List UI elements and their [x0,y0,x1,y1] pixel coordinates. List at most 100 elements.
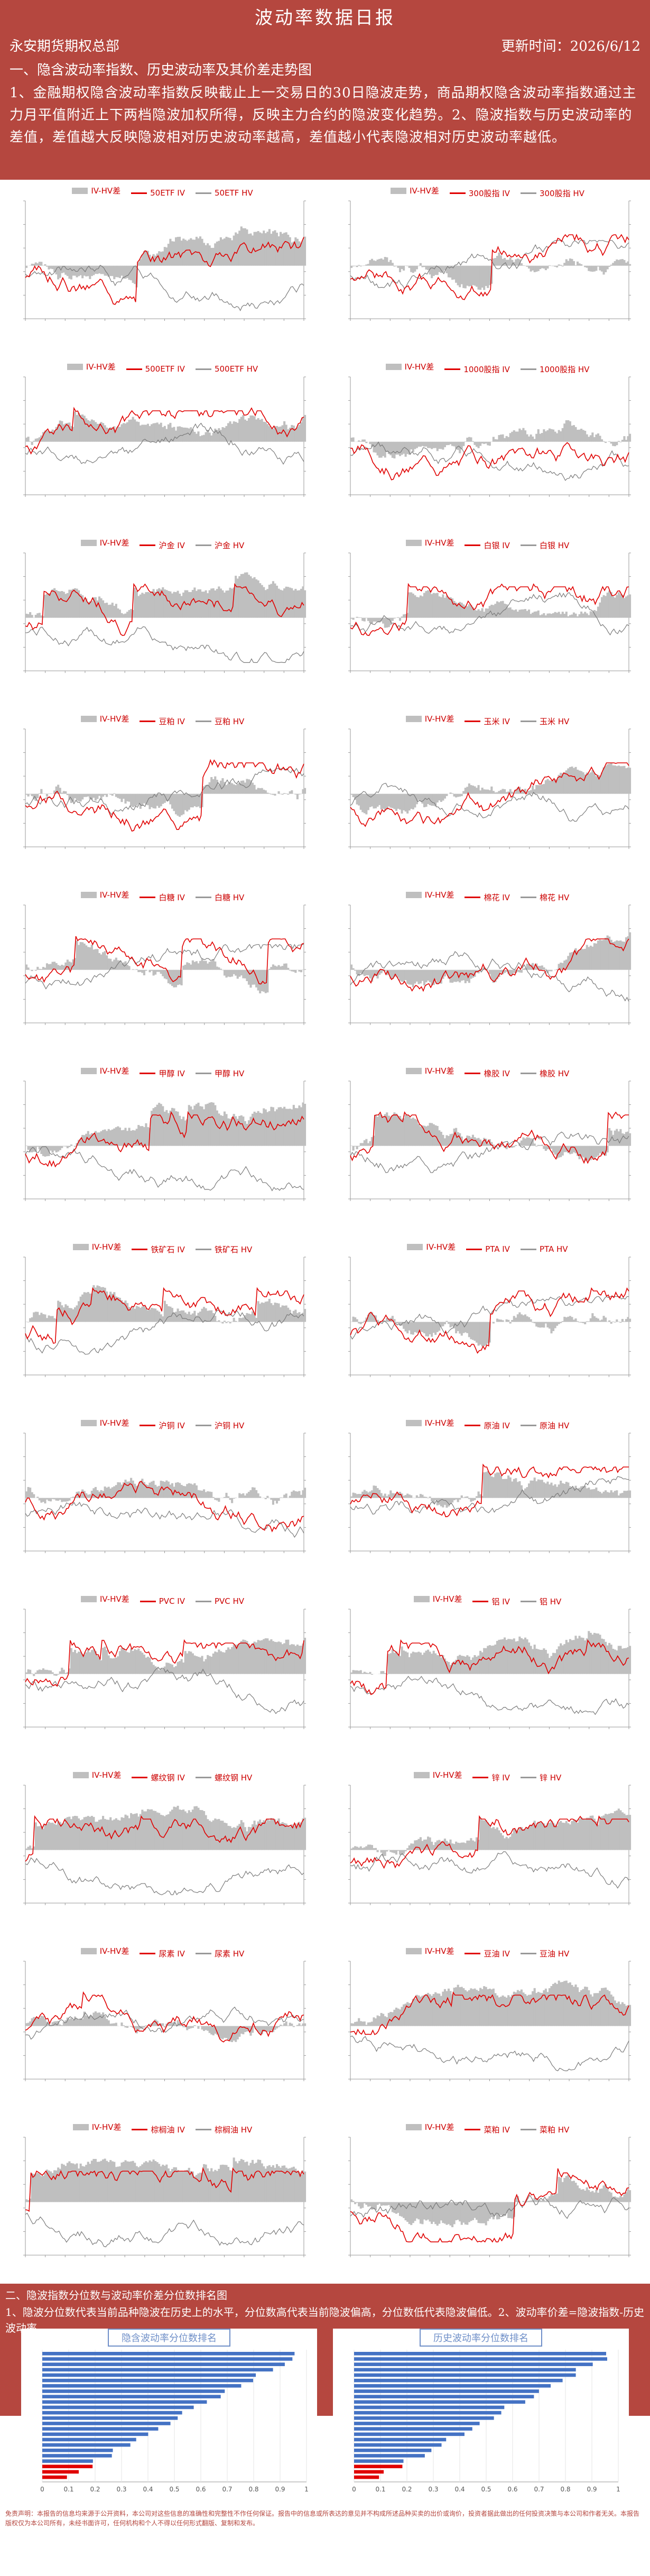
diff-bar [100,2014,103,2026]
diff-bar [470,1322,472,1340]
diff-bar [59,965,61,970]
diff-bar [552,1652,555,1674]
diff-bar [298,424,301,442]
diff-bar [530,1319,532,1322]
diff-bar [274,965,276,970]
diff-bar [221,427,224,442]
diff-bar [246,779,248,794]
diff-bar [87,602,89,618]
diff-bar [563,961,566,970]
diff-bar [300,422,303,442]
diff-bar [530,964,532,970]
legend-iv-label: 棉花 IV [484,892,510,902]
diff-bar [275,426,278,442]
diff-bar [304,1638,307,1674]
diff-bar [589,1994,592,2026]
diff-bar [558,1646,560,1674]
diff-bar [216,966,218,970]
diff-bar [541,432,543,442]
diff-bar [53,265,56,272]
diff-bar [552,1146,555,1153]
diff-bar [38,1498,41,1501]
legend-diff-label: IV-HV差 [424,1946,454,1956]
diff-bar [244,2162,246,2202]
diff-bar [113,2162,116,2202]
diff-bar [398,617,402,621]
diff-bar [471,607,475,618]
diff-bar [227,237,230,266]
diff-bar [427,970,430,981]
diff-bar [59,420,61,442]
diff-bar [266,424,269,442]
diff-bar [44,1824,47,1850]
diff-bar [499,1319,503,1322]
diff-bar [109,793,112,795]
diff-bar [169,2171,172,2202]
diff-bar [139,1814,142,1850]
diff-bar [612,2196,615,2202]
diff-bar [246,1313,248,1322]
diff-bar [511,610,514,618]
diff-bar [253,2163,256,2202]
diff-bar [247,575,250,618]
diff-bar [146,1656,150,1674]
diff-bar [414,595,416,618]
diff-bar [440,1996,442,2026]
diff-bar [49,793,52,794]
diff-bar [92,1133,95,1146]
diff-bar [606,1492,609,1498]
diff-bar [102,423,105,442]
chart-legend: IV-HV差 1000股指 IV 1000股指 HV [325,361,650,375]
diff-bar [612,263,615,266]
diff-bar [156,1812,159,1850]
diff-bar [599,265,601,271]
diff-bar [169,1484,172,1498]
diff-bar [438,1993,441,2026]
diff-bar [417,970,420,984]
diff-bar [177,1111,179,1146]
diff-bar [466,787,469,794]
diff-bar [384,1114,386,1146]
diff-bar [541,1480,543,1498]
legend-iv-label: 尿素 IV [159,1949,185,1959]
iv-line [350,938,629,992]
diff-bar [477,1491,480,1498]
diff-bar [111,2023,114,2026]
diff-bar [33,440,35,442]
diff-bar [221,239,224,266]
diff-bar [64,265,67,275]
diff-bar [623,598,626,618]
legend-iv-label: 原油 IV [484,1420,510,1430]
diff-bar [520,263,523,266]
diff-bar [436,1993,439,2026]
diff-bar [298,590,301,618]
diff-bar [470,785,472,794]
diff-bar [516,787,519,794]
diff-bar [498,1997,500,2026]
diff-bar [363,439,366,442]
diff-bar [563,1823,566,1850]
diff-bar [62,592,65,618]
diff-bar [398,1656,402,1674]
rank-bar [354,2459,404,2463]
diff-bar [109,1130,112,1146]
diff-bar [578,2188,581,2202]
diff-bar [511,791,514,794]
hv-line [350,951,629,1002]
diff-bar [496,601,498,618]
diff-bar [561,2182,564,2202]
section-two-title: 二、隐波指数分位数与波动率价差分位数排名图 [5,2289,227,2302]
diff-bar [565,1821,568,1850]
diff-bar [275,966,278,970]
diff-bar [384,1673,386,1674]
rank-bar [42,2373,256,2377]
diff-bar [40,1826,43,1850]
diff-bar [106,427,108,442]
diff-bar [354,793,357,800]
diff-bar [466,606,469,618]
diff-bar [137,1484,140,1498]
diff-bar [104,603,106,618]
diff-bar [393,970,396,977]
vol-chart-panel: IV-HV差 菜粕 IV 菜粕 HV [325,2116,650,2292]
diff-bar [247,234,250,266]
